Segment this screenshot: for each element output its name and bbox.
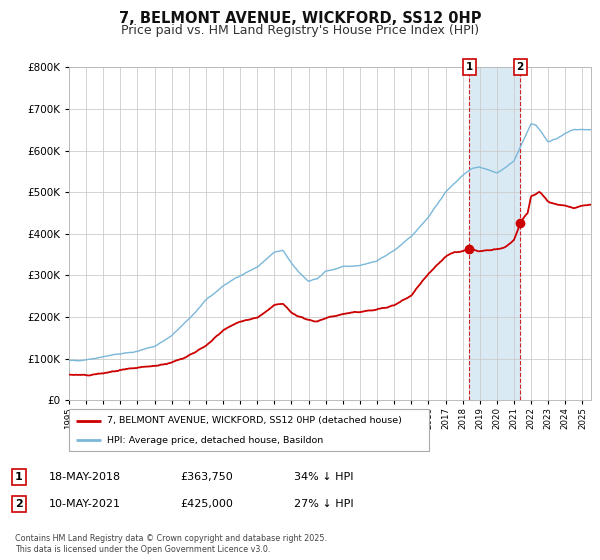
Text: Price paid vs. HM Land Registry's House Price Index (HPI): Price paid vs. HM Land Registry's House … xyxy=(121,24,479,36)
Bar xyxy=(469,67,520,400)
Text: £363,750: £363,750 xyxy=(180,472,233,482)
Text: 1: 1 xyxy=(15,472,23,482)
Text: 7, BELMONT AVENUE, WICKFORD, SS12 0HP (detached house): 7, BELMONT AVENUE, WICKFORD, SS12 0HP (d… xyxy=(107,416,401,425)
Text: £425,000: £425,000 xyxy=(180,499,233,509)
Text: 2: 2 xyxy=(517,62,524,72)
Text: 10-MAY-2021: 10-MAY-2021 xyxy=(49,499,121,509)
Text: HPI: Average price, detached house, Basildon: HPI: Average price, detached house, Basi… xyxy=(107,436,323,445)
Text: 7, BELMONT AVENUE, WICKFORD, SS12 0HP: 7, BELMONT AVENUE, WICKFORD, SS12 0HP xyxy=(119,11,481,26)
FancyBboxPatch shape xyxy=(69,409,429,451)
Text: 27% ↓ HPI: 27% ↓ HPI xyxy=(294,499,353,509)
Text: 1: 1 xyxy=(466,62,473,72)
Text: 34% ↓ HPI: 34% ↓ HPI xyxy=(294,472,353,482)
Text: 18-MAY-2018: 18-MAY-2018 xyxy=(49,472,121,482)
Text: 2: 2 xyxy=(15,499,23,509)
Text: Contains HM Land Registry data © Crown copyright and database right 2025.
This d: Contains HM Land Registry data © Crown c… xyxy=(15,534,327,554)
